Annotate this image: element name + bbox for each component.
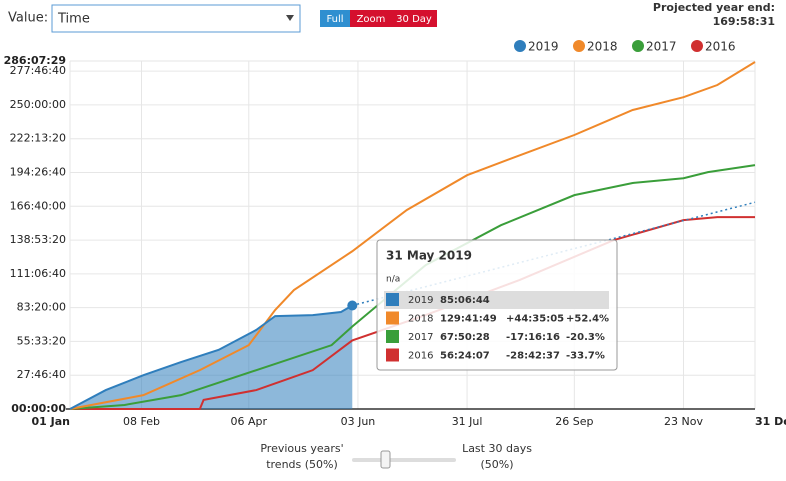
swatch [386, 330, 399, 343]
tooltip-cell: +44:35:05 [506, 314, 564, 325]
y-tick-label: 00:00:00 [11, 402, 66, 415]
value-label: Value: [8, 11, 48, 26]
legend-marker [514, 40, 526, 52]
select-box[interactable] [51, 4, 301, 33]
x-tick-label: 08 Feb [123, 415, 160, 428]
slider-label: (50%) [480, 458, 513, 471]
y-tick-label: 27:46:40 [17, 368, 66, 381]
line [69, 304, 353, 410]
button-label: 30 Day [396, 14, 432, 25]
current-point [347, 300, 358, 311]
tooltip-cell: 67:50:28 [440, 332, 490, 343]
button-full[interactable] [320, 10, 350, 27]
legend-marker [573, 40, 585, 52]
y-tick-label: 83:20:00 [17, 301, 66, 314]
slider-label: Last 30 days [462, 442, 532, 455]
x-tick-label: 01 Jan [32, 415, 70, 428]
y-tick-label: 286:07:29 [4, 54, 66, 67]
x-tick-label: 31 Jul [452, 415, 483, 428]
tooltip-cell: -33.7% [566, 351, 605, 362]
legend-label: 2017 [646, 40, 677, 54]
tooltip-cell: 2016 [408, 351, 433, 362]
slider-label: Previous years' [260, 442, 343, 455]
tooltip: 31 May 2019 n/a 2019 85:06:44 2018 129:41:49 +… [376, 239, 618, 371]
swatch [386, 311, 399, 325]
x-tick-label: 26 Sep [555, 415, 593, 428]
dropdown-arrow [286, 15, 294, 21]
legend-label: 2018 [587, 40, 618, 54]
projection-line [352, 201, 756, 307]
row-highlight [384, 291, 609, 309]
tooltip-cell: +52.4% [566, 314, 609, 325]
swatch [386, 293, 399, 306]
area [70, 305, 353, 409]
tooltip-cell: 85:06:44 [440, 295, 490, 306]
y-tick-label: 250:00:00 [10, 98, 66, 111]
tooltip-subtitle: n/a [386, 275, 400, 285]
projected-value: 169:58:31 [713, 15, 775, 28]
y-tick-label: 111:06:40 [10, 267, 66, 280]
button-zoom[interactable] [350, 10, 392, 27]
x-tick-label: 31 Dec [755, 415, 786, 428]
swatch [386, 348, 399, 362]
tooltip-cell: 2017 [408, 332, 433, 343]
y-tick-label: 138:53:20 [10, 233, 66, 246]
x-tick-label: 03 Jun [341, 415, 376, 428]
tooltip-cell: -20.3% [566, 332, 605, 343]
button-30day[interactable] [392, 10, 437, 27]
y-tick-label: 277:46:40 [10, 64, 66, 77]
tooltip-cell: -28:42:37 [506, 351, 560, 362]
legend-label: 2019 [528, 40, 559, 54]
slider-handle[interactable] [380, 450, 391, 469]
projected-label: Projected year end: [653, 1, 775, 14]
tooltip-cell: 2018 [408, 314, 433, 325]
x-tick-label: 06 Apr [231, 415, 268, 428]
legend-marker [632, 40, 644, 52]
slider-track [352, 458, 456, 462]
x-tick-label: 23 Nov [664, 415, 703, 428]
tooltip-cell: 2019 [408, 295, 433, 306]
legend-label: 2016 [705, 40, 736, 54]
button-label: Zoom [357, 14, 386, 25]
button-label: Full [326, 14, 343, 25]
tooltip-cell: -17:16:16 [506, 332, 560, 343]
line [69, 61, 756, 410]
y-tick-label: 55:33:20 [17, 334, 66, 347]
select-value: Time [57, 12, 90, 27]
y-tick-label: 222:13:20 [10, 132, 66, 145]
tooltip-cell: 56:24:07 [440, 351, 490, 362]
slider-label: trends (50%) [266, 458, 338, 471]
y-tick-label: 166:40:00 [10, 199, 66, 212]
y-tick-label: 194:26:40 [10, 166, 66, 179]
legend-marker [691, 40, 703, 52]
tooltip-title: 31 May 2019 [386, 249, 472, 263]
tooltip-cell: 129:41:49 [440, 314, 497, 325]
